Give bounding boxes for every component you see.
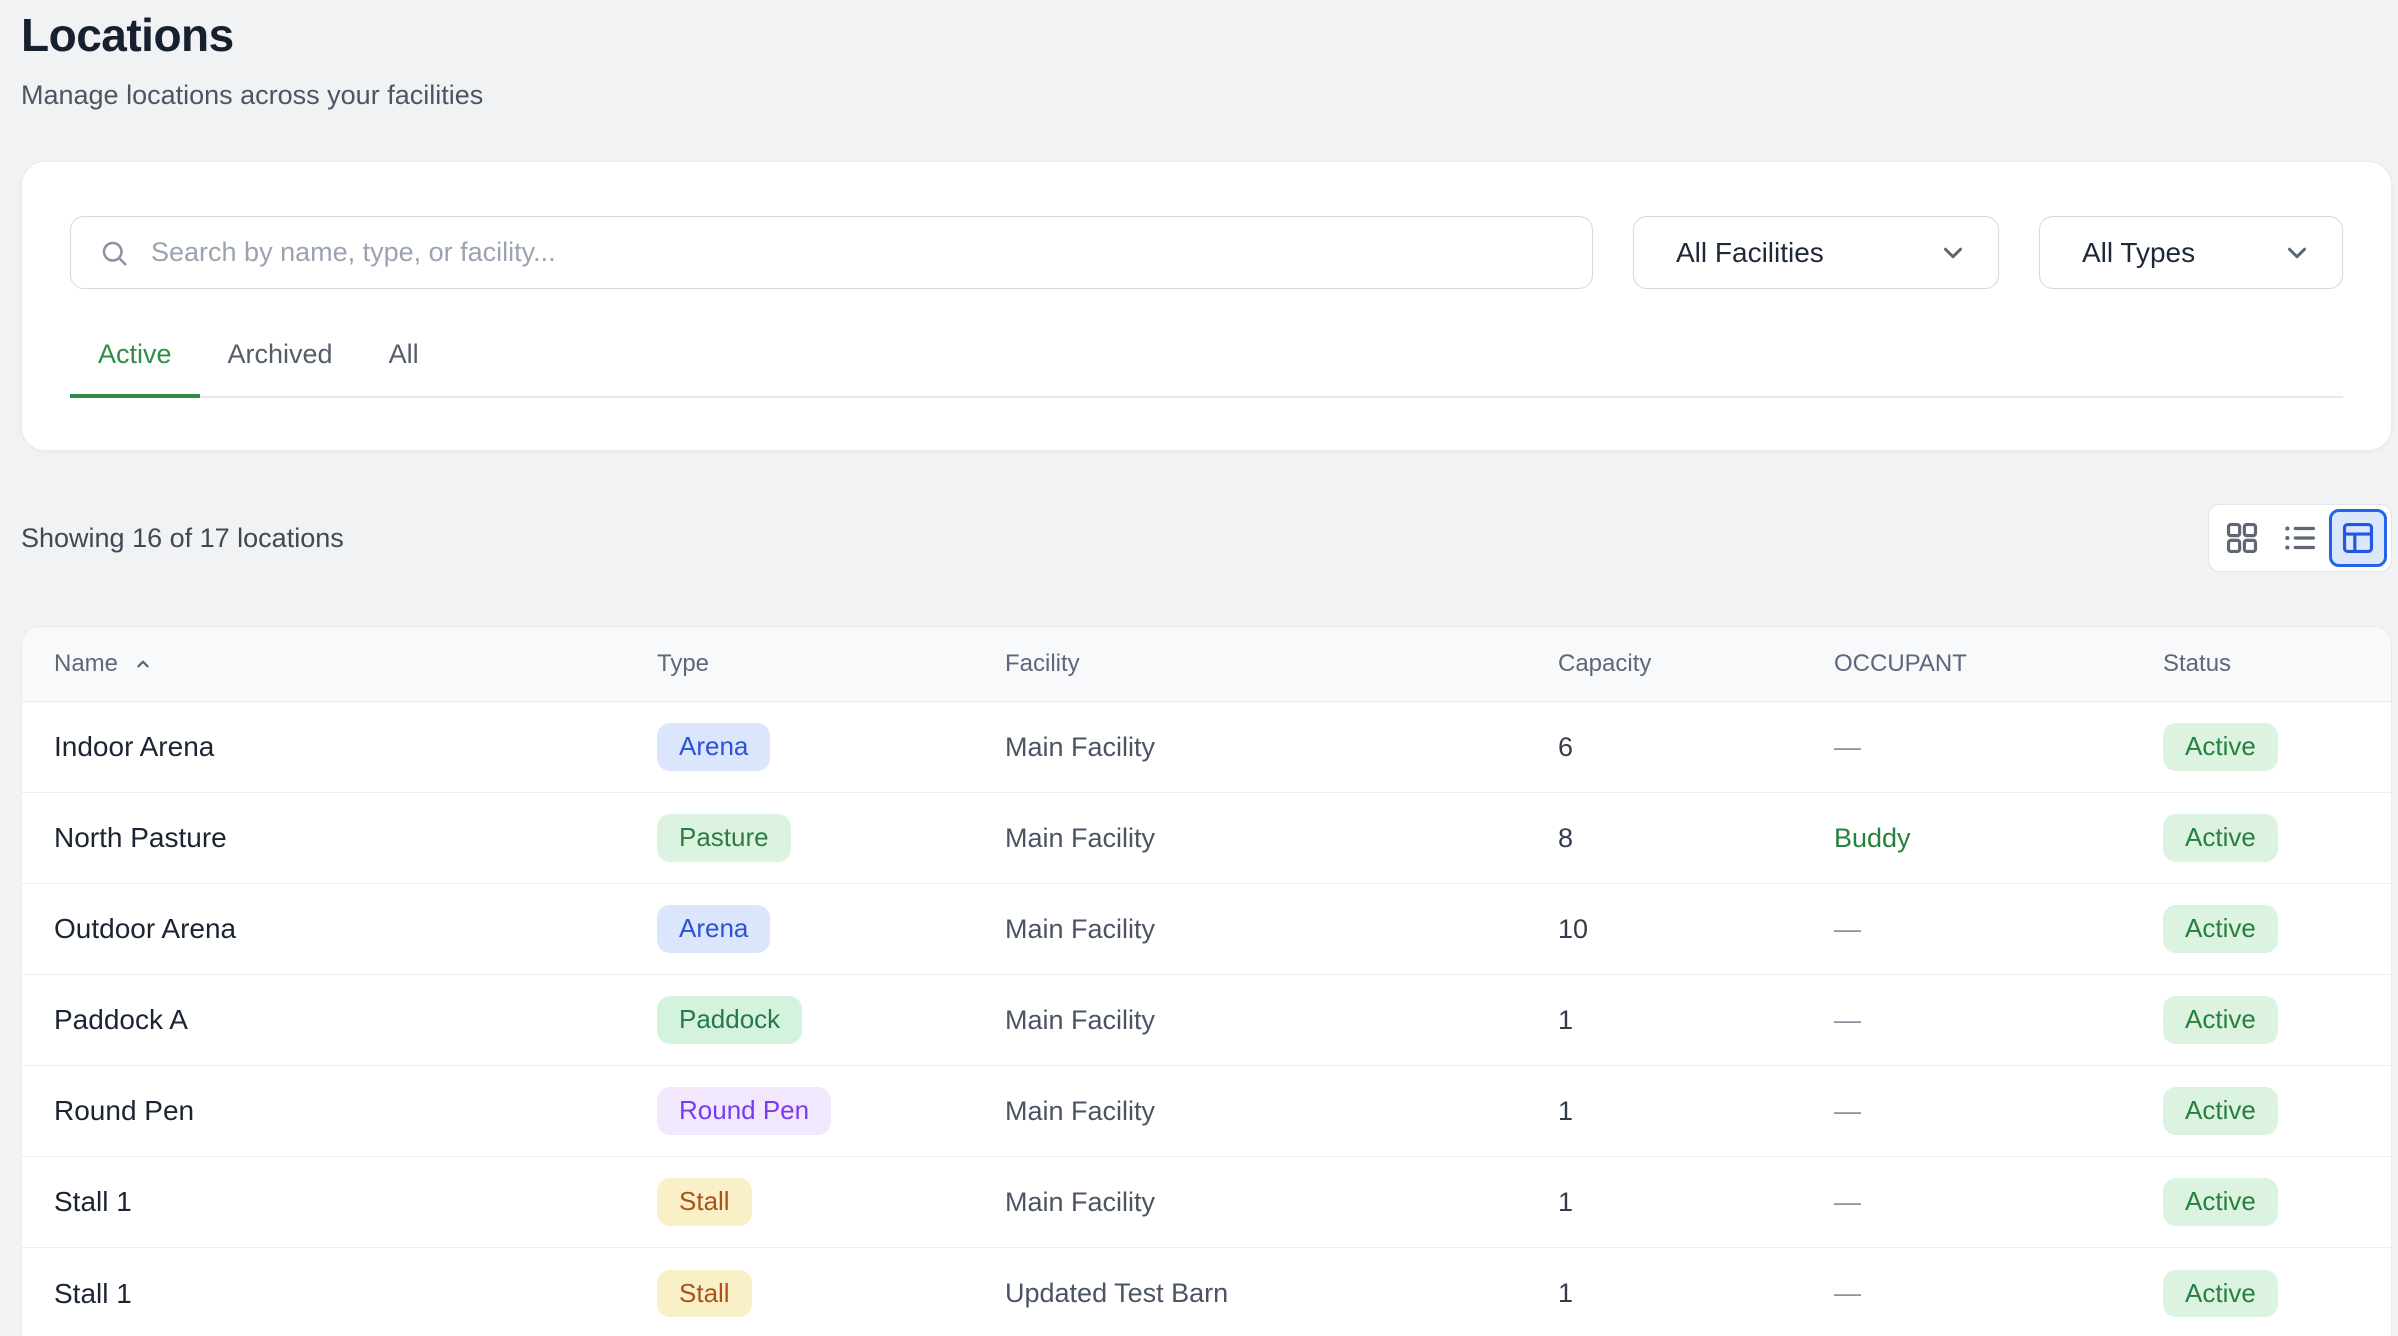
type-badge: Arena [657,905,771,953]
view-toggle [2208,504,2392,572]
tab-archived[interactable]: Archived [227,339,333,369]
status-badge: Active [2163,723,2278,771]
capacity-cell: 1 [1558,1095,1574,1126]
type-filter-value: All Types [2082,236,2196,268]
table-header-row: Name Type Facility Capacity OCCUPANT Sta… [22,627,2391,702]
status-badge: Active [2163,905,2278,953]
facility-cell: Main Facility [1005,1095,1156,1126]
column-header-facility[interactable]: Facility [1005,650,1080,677]
occupant-cell: — [1834,1186,1861,1217]
facility-cell: Main Facility [1005,1004,1156,1035]
chevron-down-icon [1938,238,1968,268]
results-bar: Showing 16 of 17 locations [21,504,2392,572]
facility-filter-dropdown[interactable]: All Facilities [1633,216,1999,289]
status-badge: Active [2163,1178,2278,1226]
status-badge: Active [2163,996,2278,1044]
location-name: North Pasture [54,822,227,853]
column-header-type[interactable]: Type [657,650,710,677]
table-body: Indoor Arena Arena Main Facility 6 — Act… [22,702,2391,1336]
search-input[interactable] [151,237,1564,268]
capacity-cell: 1 [1558,1004,1574,1035]
table-row[interactable]: North Pasture Pasture Main Facility 8 Bu… [22,793,2391,884]
occupant-cell: — [1834,1095,1861,1126]
table-row[interactable]: Indoor Arena Arena Main Facility 6 — Act… [22,702,2391,793]
occupant-cell: — [1834,731,1861,762]
type-badge: Round Pen [657,1087,832,1135]
occupant-cell: — [1834,1004,1861,1035]
occupant-cell: — [1834,913,1861,944]
list-view-button[interactable] [2271,509,2329,567]
status-badge: Active [2163,1087,2278,1135]
chevron-down-icon [2282,238,2312,268]
facility-cell: Main Facility [1005,822,1156,853]
search-box [70,216,1593,289]
table-columns-icon [2339,519,2377,557]
table-row[interactable]: Outdoor Arena Arena Main Facility 10 — A… [22,884,2391,975]
facility-cell: Updated Test Barn [1005,1278,1229,1308]
locations-table: Name Type Facility Capacity OCCUPANT Sta… [21,626,2392,1336]
status-tabs: Active Archived All [70,339,2343,398]
type-badge: Stall [657,1178,752,1226]
type-badge: Pasture [657,814,791,862]
facility-filter-value: All Facilities [1676,236,1824,268]
occupant-cell: — [1834,1278,1861,1308]
table-row[interactable]: Stall 1 Stall Main Facility 1 — Active [22,1157,2391,1248]
list-icon [2281,519,2319,557]
grid-view-button[interactable] [2213,509,2271,567]
tab-all[interactable]: All [388,339,419,369]
table-view-button[interactable] [2329,509,2387,567]
sort-ascending-icon [132,653,154,675]
occupant-cell[interactable]: Buddy [1834,822,1911,853]
table-row[interactable]: Paddock A Paddock Main Facility 1 — Acti… [22,975,2391,1066]
results-summary: Showing 16 of 17 locations [21,522,344,553]
capacity-cell: 10 [1558,913,1589,944]
facility-cell: Main Facility [1005,913,1156,944]
column-header-status[interactable]: Status [2163,650,2232,677]
location-name: Indoor Arena [54,731,215,762]
grid-icon [2223,519,2261,557]
column-header-occupant[interactable]: OCCUPANT [1834,650,1967,677]
column-header-name[interactable]: Name [54,650,657,678]
location-name: Round Pen [54,1095,195,1126]
table-row[interactable]: Round Pen Round Pen Main Facility 1 — Ac… [22,1066,2391,1157]
location-name: Outdoor Arena [54,913,237,944]
location-name: Stall 1 [54,1186,132,1217]
tab-active[interactable]: Active [70,339,200,398]
capacity-cell: 1 [1558,1278,1574,1308]
status-badge: Active [2163,1269,2278,1318]
type-filter-dropdown[interactable]: All Types [2039,216,2343,289]
capacity-cell: 6 [1558,731,1574,762]
filter-card: All Facilities All Types Active Archived… [21,161,2392,451]
status-badge: Active [2163,814,2278,862]
page-subtitle: Manage locations across your facilities [21,80,484,110]
capacity-cell: 8 [1558,822,1574,853]
type-badge: Stall [657,1269,752,1318]
page-title: Locations [21,9,234,61]
search-icon [99,238,129,268]
facility-cell: Main Facility [1005,731,1156,762]
type-badge: Arena [657,723,771,771]
facility-cell: Main Facility [1005,1186,1156,1217]
table-row[interactable]: Stall 1 Stall Updated Test Barn 1 — Acti… [22,1248,2391,1336]
location-name: Stall 1 [54,1277,132,1309]
column-header-capacity[interactable]: Capacity [1558,650,1652,677]
capacity-cell: 1 [1558,1186,1574,1217]
location-name: Paddock A [54,1004,188,1035]
type-badge: Paddock [657,996,803,1044]
